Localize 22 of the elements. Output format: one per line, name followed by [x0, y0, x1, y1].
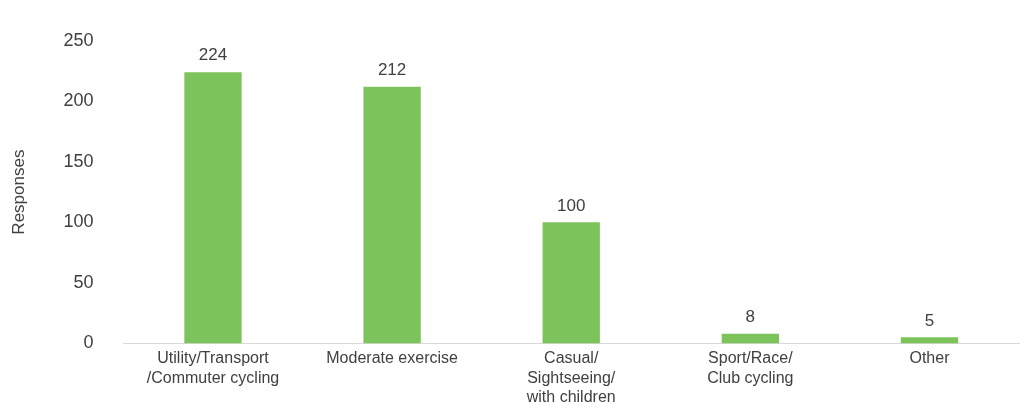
y-tick-label: 0	[83, 332, 94, 353]
y-tick-label: 100	[63, 211, 94, 232]
bar	[184, 72, 242, 344]
y-tick-label: 150	[63, 150, 94, 171]
x-tick-label: Moderate exercise	[326, 349, 459, 367]
bar	[721, 333, 779, 344]
x-tick-label: Casual/ Sightseeing/ with children	[525, 349, 616, 405]
x-tick-label: Sport/Race/ Club cycling	[707, 349, 794, 386]
y-tick-label: 200	[63, 90, 94, 111]
data-label: 5	[924, 310, 935, 330]
data-label: 212	[377, 59, 407, 79]
y-tick-label: 250	[63, 29, 94, 50]
y-tick-label: 50	[73, 271, 94, 292]
data-label: 8	[745, 306, 756, 326]
bar	[363, 86, 421, 344]
bar	[542, 222, 600, 344]
data-label: 224	[198, 45, 228, 65]
x-tick-label: Other	[909, 349, 951, 367]
y-axis-title: Responses	[8, 149, 28, 235]
data-label: 100	[557, 195, 586, 215]
bar	[900, 337, 959, 344]
x-tick-label: Utility/Transport /Commuter cycling	[146, 349, 280, 386]
